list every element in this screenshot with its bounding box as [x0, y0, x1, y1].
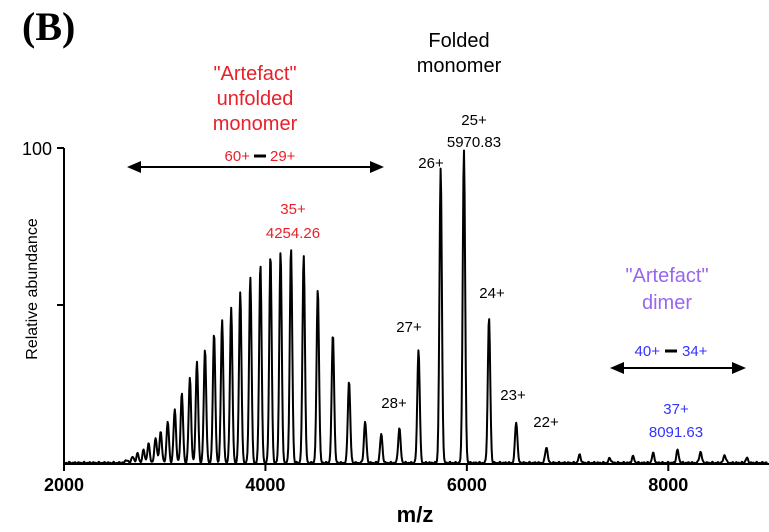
charge-label-24: 24+ — [479, 285, 505, 302]
dimer-range-arrow — [610, 362, 746, 374]
x-tick-label-8000: 8000 — [648, 475, 688, 495]
folded-title-line1: Folded — [428, 30, 489, 52]
folded-peak-charge: 25+ — [461, 112, 487, 129]
x-ticks: 2000 4000 6000 8000 — [44, 464, 688, 495]
x-axis-label: m/z — [397, 502, 434, 527]
dimer-range-end: 34+ — [682, 343, 708, 360]
unfolded-range-arrow — [127, 161, 384, 173]
panel-label: (B) — [22, 4, 75, 49]
dimer-title-line2: dimer — [642, 292, 692, 314]
charge-label-28: 28+ — [381, 395, 407, 412]
unfolded-title-line2: unfolded — [217, 88, 294, 110]
spectrum-trace — [64, 149, 768, 465]
unfolded-peak-charge: 35+ — [280, 201, 306, 218]
y-tick-label-100: 100 — [22, 139, 52, 159]
unfolded-range-start: 60+ — [225, 148, 251, 165]
y-axis-label: Relative abundance — [24, 218, 41, 360]
dimer-range-start: 40+ — [635, 343, 661, 360]
dimer-peak-mz: 8091.63 — [649, 424, 703, 441]
x-tick-label-6000: 6000 — [447, 475, 487, 495]
x-tick-label-2000: 2000 — [44, 475, 84, 495]
unfolded-title-line1: "Artefact" — [213, 63, 296, 85]
dimer-peak-charge: 37+ — [663, 401, 689, 418]
charge-label-27: 27+ — [396, 319, 422, 336]
folded-title-line2: monomer — [417, 55, 502, 77]
folded-peak-mz: 5970.83 — [447, 134, 501, 151]
charge-label-23: 23+ — [500, 387, 526, 404]
charge-label-22: 22+ — [533, 414, 559, 431]
unfolded-peak-mz: 4254.26 — [266, 225, 320, 242]
unfolded-title-line3: monomer — [213, 113, 298, 135]
dimer-title-line1: "Artefact" — [625, 265, 708, 287]
unfolded-range-end: 29+ — [270, 148, 296, 165]
charge-label-26: 26+ — [418, 155, 444, 172]
x-tick-label-4000: 4000 — [245, 475, 285, 495]
